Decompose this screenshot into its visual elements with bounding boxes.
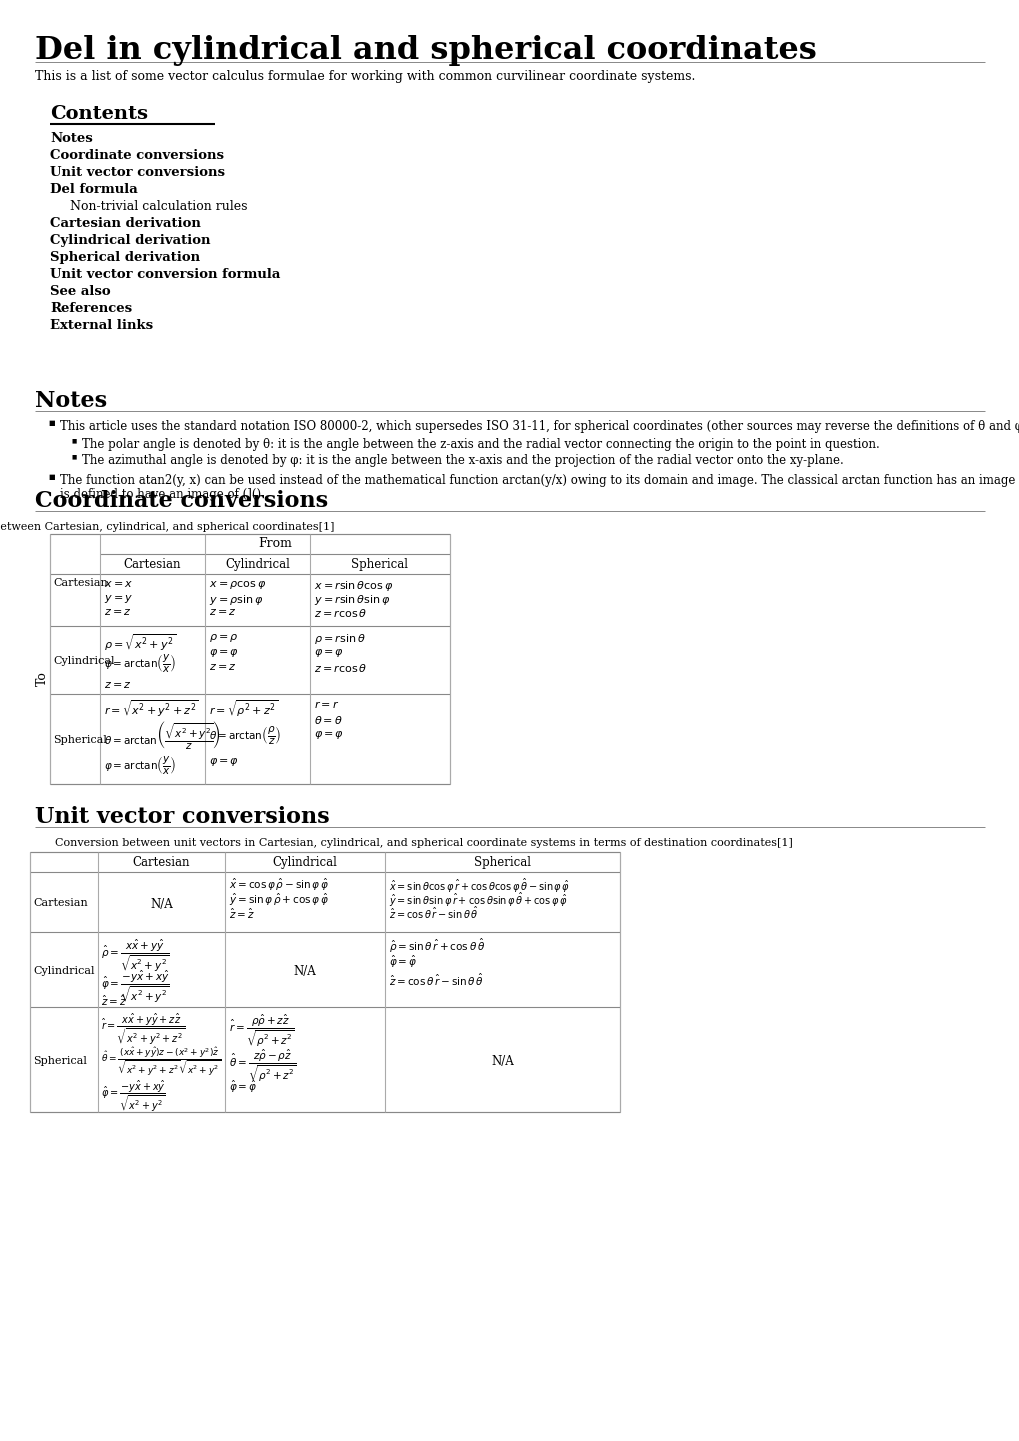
Text: Spherical: Spherical (474, 856, 531, 869)
Text: $\theta = \arctan\!\left(\dfrac{\sqrt{x^2+y^2}}{z}\right)$: $\theta = \arctan\!\left(\dfrac{\sqrt{x^… (104, 719, 221, 751)
Text: Conversion between unit vectors in Cartesian, cylindrical, and spherical coordin: Conversion between unit vectors in Carte… (55, 839, 792, 847)
Text: Notes: Notes (50, 133, 93, 146)
Text: $\hat{z} = \cos\theta\,\hat{r} - \sin\theta\,\hat{\theta}$: $\hat{z} = \cos\theta\,\hat{r} - \sin\th… (388, 905, 478, 921)
Text: $\rho = r\sin\theta$: $\rho = r\sin\theta$ (314, 633, 365, 646)
Text: $z = z$: $z = z$ (209, 607, 236, 617)
Text: Cylindrical: Cylindrical (53, 656, 114, 666)
Text: $r = r$: $r = r$ (314, 699, 339, 710)
Text: Unit vector conversions: Unit vector conversions (50, 166, 225, 179)
Text: $r = \sqrt{\rho^2+z^2}$: $r = \sqrt{\rho^2+z^2}$ (209, 699, 278, 719)
Text: $\hat{\varphi} = \dfrac{-y\hat{x}+x\hat{y}}{\sqrt{x^2+y^2}}$: $\hat{\varphi} = \dfrac{-y\hat{x}+x\hat{… (101, 968, 169, 1004)
Text: $\hat{y} = \sin\theta\sin\varphi\,\hat{r}+\cos\theta\sin\varphi\,\hat{\theta}+\c: $\hat{y} = \sin\theta\sin\varphi\,\hat{r… (388, 891, 568, 909)
Text: Cylindrical: Cylindrical (272, 856, 337, 869)
Text: $\hat{\theta} = \dfrac{(x\hat{x}+y\hat{y})z-(x^2+y^2)\hat{z}}{\sqrt{x^2+y^2+z^2}: $\hat{\theta} = \dfrac{(x\hat{x}+y\hat{y… (101, 1045, 221, 1078)
Text: ■: ■ (72, 438, 77, 442)
Text: $\varphi = \varphi$: $\varphi = \varphi$ (209, 647, 239, 659)
Text: $\varphi = \arctan\!\left(\dfrac{y}{x}\right)$: $\varphi = \arctan\!\left(\dfrac{y}{x}\r… (104, 651, 176, 674)
Text: Unit vector conversion formula: Unit vector conversion formula (50, 268, 280, 281)
Text: $\hat{\varphi} = \hat{\varphi}$: $\hat{\varphi} = \hat{\varphi}$ (388, 954, 417, 970)
Text: $z = z$: $z = z$ (104, 607, 131, 617)
Text: Spherical: Spherical (33, 1055, 87, 1065)
Text: Spherical derivation: Spherical derivation (50, 251, 200, 264)
Text: $\hat{\varphi} = \hat{\varphi}$: $\hat{\varphi} = \hat{\varphi}$ (229, 1079, 257, 1095)
Text: The polar angle is denoted by θ: it is the angle between the z-axis and the radi: The polar angle is denoted by θ: it is t… (82, 438, 879, 451)
Text: Coordinate conversions: Coordinate conversions (35, 490, 328, 512)
Text: $\rho = \sqrt{x^2+y^2}$: $\rho = \sqrt{x^2+y^2}$ (104, 633, 176, 653)
Text: $y = y$: $y = y$ (104, 594, 133, 605)
Text: The azimuthal angle is denoted by φ: it is the angle between the x-axis and the : The azimuthal angle is denoted by φ: it … (82, 454, 843, 467)
Text: This article uses the standard notation ISO 80000-2, which supersedes ISO 31-11,: This article uses the standard notation … (60, 419, 1019, 432)
Text: Cartesian: Cartesian (123, 558, 181, 571)
Text: N/A: N/A (490, 1055, 514, 1068)
Text: $\hat{x} = \sin\theta\cos\varphi\,\hat{r}+\cos\theta\cos\varphi\,\hat{\theta}-\s: $\hat{x} = \sin\theta\cos\varphi\,\hat{r… (388, 878, 570, 895)
Text: Cylindrical derivation: Cylindrical derivation (50, 233, 210, 246)
Text: $y = r\sin\theta\sin\varphi$: $y = r\sin\theta\sin\varphi$ (314, 594, 390, 607)
Text: $\hat{\varphi} = \dfrac{-y\hat{x}+x\hat{y}}{\sqrt{x^2+y^2}}$: $\hat{\varphi} = \dfrac{-y\hat{x}+x\hat{… (101, 1079, 165, 1114)
Text: $\hat{\theta} = \dfrac{z\hat{\rho}-\rho\hat{z}}{\sqrt{\rho^2+z^2}}$: $\hat{\theta} = \dfrac{z\hat{\rho}-\rho\… (229, 1048, 297, 1082)
Text: From: From (258, 537, 291, 550)
Text: $x = x$: $x = x$ (104, 579, 133, 589)
Text: $\hat{\rho} = \sin\theta\,\hat{r}+\cos\theta\,\hat{\theta}$: $\hat{\rho} = \sin\theta\,\hat{r}+\cos\t… (388, 937, 485, 955)
Text: Notes: Notes (35, 391, 107, 412)
Text: $\theta = \theta$: $\theta = \theta$ (314, 713, 342, 726)
Text: Del formula: Del formula (50, 183, 138, 196)
Text: $\varphi = \arctan\!\left(\dfrac{y}{x}\right)$: $\varphi = \arctan\!\left(\dfrac{y}{x}\r… (104, 754, 176, 777)
Text: $\hat{\rho} = \dfrac{x\hat{x}+y\hat{y}}{\sqrt{x^2+y^2}}$: $\hat{\rho} = \dfrac{x\hat{x}+y\hat{y}}{… (101, 937, 169, 973)
Text: ■: ■ (48, 419, 55, 427)
Text: Cartesian derivation: Cartesian derivation (50, 218, 201, 231)
Text: ■: ■ (72, 454, 77, 460)
Text: $y = \rho\sin\varphi$: $y = \rho\sin\varphi$ (209, 594, 263, 607)
Bar (50, 535, 449, 784)
Text: $\varphi = \varphi$: $\varphi = \varphi$ (209, 757, 239, 768)
Text: $\hat{z} = \cos\theta\,\hat{r} - \sin\theta\,\hat{\theta}$: $\hat{z} = \cos\theta\,\hat{r} - \sin\th… (388, 973, 484, 989)
Text: $\hat{r} = \dfrac{x\hat{x}+y\hat{y}+z\hat{z}}{\sqrt{x^2+y^2+z^2}}$: $\hat{r} = \dfrac{x\hat{x}+y\hat{y}+z\ha… (101, 1012, 185, 1048)
Text: N/A: N/A (293, 965, 316, 978)
Text: Cartesian: Cartesian (33, 898, 88, 908)
Text: The function atan2(y, x) can be used instead of the mathematical function arctan: The function atan2(y, x) can be used ins… (60, 474, 1019, 487)
Text: Conversion between Cartesian, cylindrical, and spherical coordinates[1]: Conversion between Cartesian, cylindrica… (0, 522, 334, 532)
Text: Cylindrical: Cylindrical (225, 558, 289, 571)
Text: $z = r\cos\theta$: $z = r\cos\theta$ (314, 661, 367, 674)
Text: $\hat{x} = \cos\varphi\,\hat{\rho} - \sin\varphi\,\hat{\varphi}$: $\hat{x} = \cos\varphi\,\hat{\rho} - \si… (229, 878, 328, 893)
Text: Cartesian: Cartesian (132, 856, 191, 869)
Text: $x = r\sin\theta\cos\varphi$: $x = r\sin\theta\cos\varphi$ (314, 579, 393, 594)
Text: Coordinate conversions: Coordinate conversions (50, 148, 224, 161)
Text: $r = \sqrt{x^2+y^2+z^2}$: $r = \sqrt{x^2+y^2+z^2}$ (104, 699, 199, 719)
Text: $x = \rho\cos\varphi$: $x = \rho\cos\varphi$ (209, 579, 266, 591)
Text: Cylindrical: Cylindrical (33, 965, 95, 976)
Text: $\rho = \rho$: $\rho = \rho$ (209, 633, 238, 644)
Text: $z = z$: $z = z$ (104, 680, 131, 690)
Text: Del in cylindrical and spherical coordinates: Del in cylindrical and spherical coordin… (35, 35, 816, 66)
Text: is defined to have an image of (](): is defined to have an image of (]() (60, 488, 261, 501)
Text: ■: ■ (48, 474, 55, 480)
Text: Spherical: Spherical (53, 735, 107, 745)
Text: Spherical: Spherical (352, 558, 408, 571)
Text: Unit vector conversions: Unit vector conversions (35, 806, 329, 829)
Text: $\hat{z} = \hat{z}$: $\hat{z} = \hat{z}$ (229, 906, 255, 921)
Text: Cartesian: Cartesian (53, 578, 108, 588)
Text: $\hat{z} = \hat{z}$: $\hat{z} = \hat{z}$ (101, 994, 126, 1009)
Text: $\varphi = \varphi$: $\varphi = \varphi$ (314, 647, 343, 659)
Bar (30, 852, 620, 1112)
Text: See also: See also (50, 285, 110, 298)
Text: $\varphi = \varphi$: $\varphi = \varphi$ (314, 729, 343, 741)
Text: This is a list of some vector calculus formulae for working with common curvilin: This is a list of some vector calculus f… (35, 71, 695, 84)
Text: Contents: Contents (50, 105, 148, 122)
Text: Non-trivial calculation rules: Non-trivial calculation rules (70, 200, 248, 213)
Text: $z = z$: $z = z$ (209, 661, 236, 672)
Text: External links: External links (50, 318, 153, 331)
Text: $\hat{y} = \sin\varphi\,\hat{\rho} + \cos\varphi\,\hat{\varphi}$: $\hat{y} = \sin\varphi\,\hat{\rho} + \co… (229, 892, 328, 908)
Text: $\theta = \arctan\!\left(\dfrac{\rho}{z}\right)$: $\theta = \arctan\!\left(\dfrac{\rho}{z}… (209, 723, 281, 746)
Text: N/A: N/A (150, 898, 172, 911)
Text: $z = r\cos\theta$: $z = r\cos\theta$ (314, 607, 367, 620)
Text: $\hat{r} = \dfrac{\rho\hat{\rho}+z\hat{z}}{\sqrt{\rho^2+z^2}}$: $\hat{r} = \dfrac{\rho\hat{\rho}+z\hat{z… (229, 1012, 294, 1048)
Text: References: References (50, 303, 132, 316)
Text: To: To (36, 672, 49, 686)
